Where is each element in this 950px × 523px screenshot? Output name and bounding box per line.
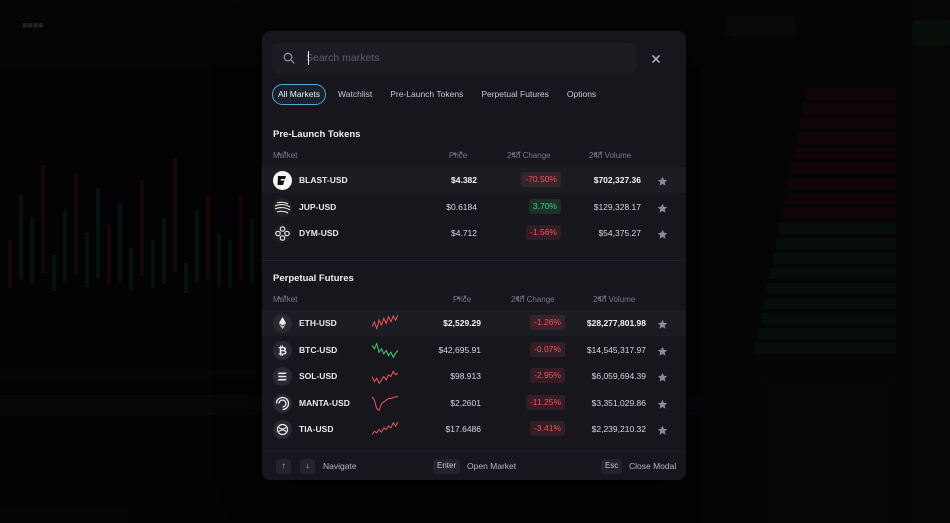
sort-icon: ▲▼ <box>452 151 464 157</box>
market-row[interactable]: SOL-USD $98.913 -2.95% $6,059,694.39 <box>262 363 686 389</box>
sort-icon: ▲▼ <box>510 151 522 157</box>
sparkline-chart <box>372 341 398 358</box>
section-title-perpetual: Perpetual Futures <box>273 273 354 284</box>
jup-logo-icon <box>273 197 292 217</box>
market-volume: $2,239,210.32 <box>591 424 646 434</box>
market-row[interactable]: ETH-USD $2,529.29 -1.26% $28,277,801.98 <box>262 310 686 336</box>
market-symbol: TIA-USD <box>299 424 334 434</box>
close-icon[interactable] <box>648 51 664 67</box>
eth-logo-icon <box>273 314 292 333</box>
sparkline-chart <box>372 314 398 331</box>
market-tabs: All Markets Watchlist Pre-Launch Tokens … <box>272 84 602 105</box>
star-icon[interactable] <box>657 227 668 239</box>
market-price: $98.913 <box>450 371 481 381</box>
star-icon[interactable] <box>657 370 668 382</box>
star-icon[interactable] <box>657 317 668 329</box>
sol-logo-icon <box>273 367 292 386</box>
tab-all-markets[interactable]: All Markets <box>272 84 327 105</box>
market-volume: $3,351,029.86 <box>591 397 646 408</box>
market-row[interactable]: ₿ BTC-USD $42,695.91 -0.07% $14,545,317.97 <box>262 337 686 363</box>
price-change-badge: 3.70% <box>528 198 561 214</box>
market-price: $4.382 <box>451 175 477 185</box>
market-price: $4.712 <box>451 228 477 238</box>
sparkline-chart <box>372 370 398 385</box>
table-header-perpetual: Market ▲▼ Price ▲▼ 24h Change ▲▼ 24h Volume… <box>273 295 636 304</box>
market-price: $17.6486 <box>445 424 481 434</box>
section-title-pre-launch: Pre-Launch Tokens <box>273 129 361 140</box>
close-modal-hint: Close Modal <box>629 461 677 471</box>
market-price: $0.6184 <box>446 201 477 212</box>
navigate-hint: Navigate <box>323 461 357 471</box>
manta-logo-icon <box>273 393 292 413</box>
market-volume: $129,328.17 <box>593 201 641 212</box>
search-box <box>272 43 636 73</box>
arrow-down-key-icon: ↓ <box>300 459 315 474</box>
keyboard-hints-footer: ↑ ↓ Navigate Enter Open Market Esc Close… <box>262 451 686 480</box>
star-icon[interactable] <box>657 423 668 435</box>
arrow-up-key-icon: ↑ <box>276 459 291 474</box>
svg-text:₿: ₿ <box>278 345 287 357</box>
search-icon <box>283 52 295 64</box>
market-row[interactable]: TIA-USD $17.6486 -3.41% $2,239,210.32 <box>262 416 686 442</box>
sort-icon: ▲▼ <box>276 151 288 157</box>
tia-logo-icon <box>273 420 292 439</box>
price-change-badge: -3.41% <box>530 421 565 436</box>
star-icon[interactable] <box>657 344 668 356</box>
star-icon[interactable] <box>657 174 668 186</box>
market-row[interactable]: BLAST-USD $4.382 -70.50% $702,327.36 <box>262 167 686 193</box>
star-icon[interactable] <box>657 397 668 409</box>
price-change-badge: -1.56% <box>526 225 561 240</box>
price-change-badge: -70.50% <box>521 172 561 187</box>
market-symbol: MANTA-USD <box>299 397 350 408</box>
market-volume: $6,059,694.39 <box>591 371 646 381</box>
market-symbol: JUP-USD <box>299 201 337 212</box>
tab-options[interactable]: Options <box>566 89 597 99</box>
market-volume: $702,327.36 <box>593 175 641 185</box>
market-symbol: ETH-USD <box>299 318 337 328</box>
market-symbol: BTC-USD <box>299 344 338 355</box>
market-symbol: DYM-USD <box>299 228 339 238</box>
tab-pre-launch-tokens[interactable]: Pre-Launch Tokens <box>390 89 464 99</box>
tab-watchlist[interactable]: Watchlist <box>338 89 373 99</box>
sort-icon: ▲▼ <box>514 295 526 301</box>
market-price: $2,529.29 <box>443 318 481 328</box>
dym-logo-icon <box>273 224 292 243</box>
market-symbol: SOL-USD <box>299 371 338 381</box>
sparkline-chart <box>372 395 398 411</box>
market-row[interactable]: JUP-USD $0.6184 3.70% $129,328.17 <box>262 194 686 220</box>
esc-key: Esc <box>601 459 623 474</box>
market-row[interactable]: DYM-USD $4.712 -1.56% $54,375.27 <box>262 220 686 246</box>
market-row[interactable]: MANTA-USD $2.2601 -11.25% $3,351,029.86 <box>262 390 686 416</box>
sort-icon: ▲▼ <box>456 295 468 301</box>
market-search-modal: All Markets Watchlist Pre-Launch Tokens … <box>262 31 686 480</box>
enter-key: Enter <box>433 459 461 474</box>
market-volume: $28,277,801.98 <box>586 318 646 328</box>
price-change-badge: -0.07% <box>530 341 565 357</box>
sort-icon: ▲▼ <box>592 151 604 157</box>
btc-logo-icon: ₿ <box>273 340 292 360</box>
price-change-badge: -1.26% <box>530 315 565 330</box>
market-volume: $54,375.27 <box>598 228 641 238</box>
section-divider <box>262 260 686 261</box>
search-input[interactable] <box>306 49 606 67</box>
price-change-badge: -11.25% <box>525 394 565 410</box>
text-cursor <box>308 51 309 65</box>
market-symbol: BLAST-USD <box>299 175 348 185</box>
table-header-pre-launch: Market ▲▼ Price ▲▼ 24h Change ▲▼ 24h Volume… <box>273 151 632 160</box>
market-price: $42,695.91 <box>438 344 481 355</box>
open-market-hint: Open Market <box>467 461 517 471</box>
market-volume: $14,545,317.97 <box>586 344 646 355</box>
tab-perpetual-futures[interactable]: Perpetual Futures <box>481 89 549 99</box>
market-price: $2.2601 <box>450 397 481 408</box>
blast-logo-icon <box>273 171 292 190</box>
price-change-badge: -2.95% <box>530 368 565 383</box>
sort-icon: ▲▼ <box>276 295 288 301</box>
sparkline-chart <box>372 421 398 435</box>
sort-icon: ▲▼ <box>596 295 608 301</box>
star-icon[interactable] <box>657 201 668 213</box>
